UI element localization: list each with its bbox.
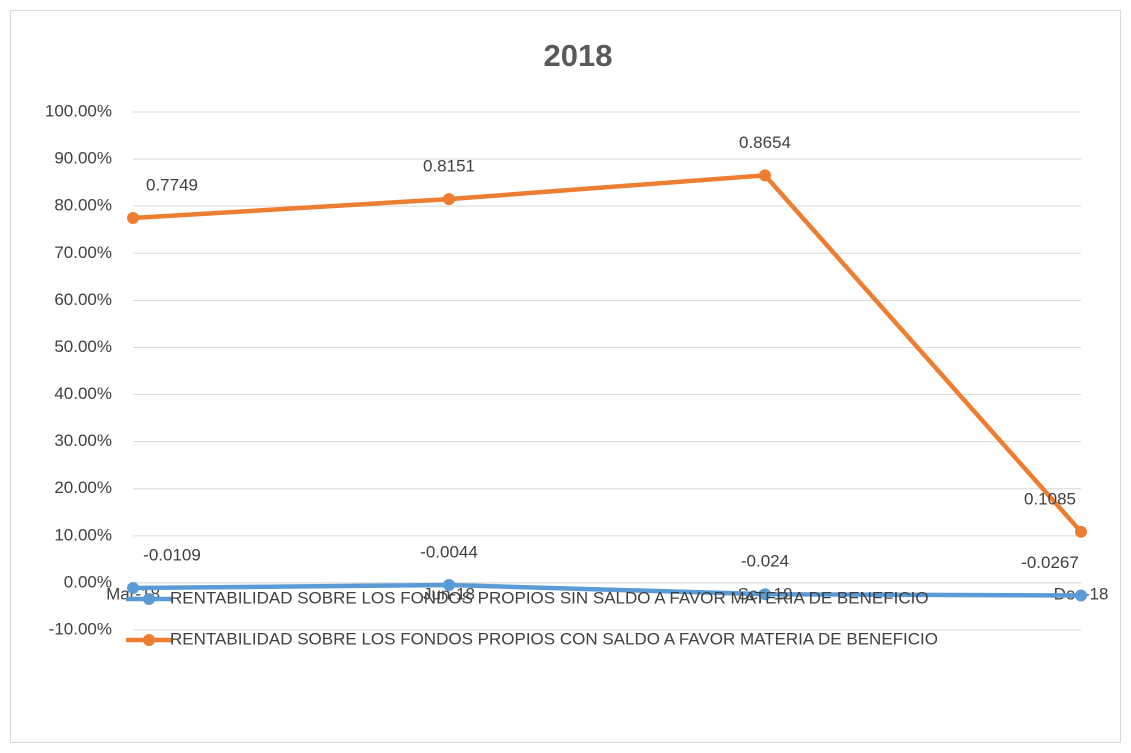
y-tick-label: -10.00% [49, 619, 112, 638]
data-label: -0.0044 [420, 542, 478, 561]
x-tick-label: Jun-18 [423, 584, 475, 603]
y-tick-label: 60.00% [54, 290, 112, 309]
legend-marker [143, 593, 155, 605]
series-line [132, 173, 1083, 534]
legend-marker [143, 634, 155, 646]
y-tick-label: 20.00% [54, 478, 112, 497]
data-point [127, 212, 139, 225]
y-tick-label: 0.00% [64, 572, 112, 591]
y-tick-label: 80.00% [54, 196, 112, 215]
y-tick-label: 100.00% [45, 101, 112, 120]
legend-label: RENTABILIDAD SOBRE LOS FONDOS PROPIOS CO… [170, 629, 938, 648]
data-point [759, 169, 771, 182]
data-label: 0.8654 [739, 133, 791, 152]
data-point [1075, 589, 1087, 602]
y-tick-label: 10.00% [54, 525, 112, 544]
y-tick-label: 90.00% [54, 149, 112, 168]
y-tick-label: 40.00% [54, 384, 112, 403]
series-line [132, 582, 1082, 598]
data-point [759, 588, 771, 601]
data-label: 0.7749 [146, 175, 198, 194]
y-tick-label: 70.00% [54, 243, 112, 262]
data-point [1075, 525, 1087, 538]
data-label: 0.8151 [423, 157, 475, 176]
data-point [443, 193, 455, 206]
y-tick-label: 30.00% [54, 431, 112, 450]
data-label: -0.024 [741, 552, 789, 571]
data-point [443, 578, 455, 591]
legend-label: RENTABILIDAD SOBRE LOS FONDOS PROPIOS SI… [170, 588, 929, 607]
data-label: 0.1085 [1024, 489, 1076, 508]
chart-border [10, 10, 1121, 743]
chart-title: 2018 [544, 38, 613, 73]
data-label: -0.0267 [1021, 553, 1079, 572]
data-point [127, 582, 139, 595]
data-label: -0.0109 [143, 546, 201, 565]
y-tick-label: 50.00% [54, 337, 112, 356]
